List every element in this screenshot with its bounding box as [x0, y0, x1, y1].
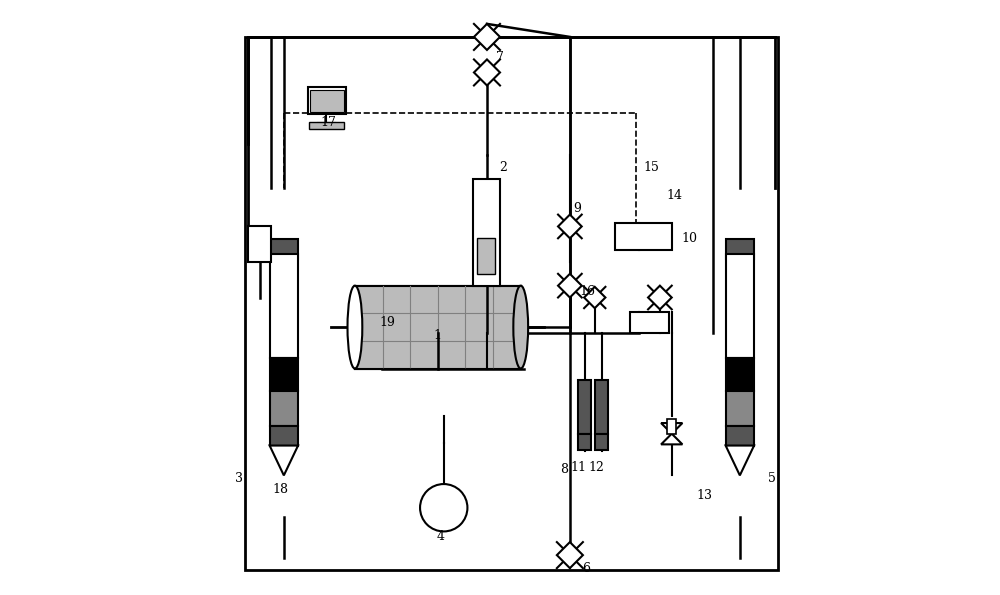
Text: 14: 14: [667, 189, 683, 202]
Bar: [270, 239, 298, 259]
Circle shape: [420, 484, 467, 531]
Text: 5: 5: [768, 472, 776, 485]
Bar: [270, 254, 298, 359]
Text: 9: 9: [573, 202, 581, 215]
Text: 2: 2: [499, 161, 507, 174]
Bar: [308, 87, 346, 114]
Polygon shape: [661, 423, 682, 434]
Text: 16: 16: [579, 285, 595, 298]
Text: 19: 19: [380, 316, 395, 329]
Bar: [615, 221, 692, 368]
Bar: [270, 425, 298, 446]
Bar: [355, 286, 521, 368]
Bar: [251, 452, 725, 558]
Text: 6: 6: [582, 562, 590, 575]
Text: 18: 18: [273, 483, 289, 496]
Ellipse shape: [513, 286, 528, 368]
Bar: [726, 239, 754, 259]
Text: 12: 12: [588, 461, 604, 474]
Bar: [248, 227, 271, 262]
Bar: [310, 90, 344, 111]
Text: 8: 8: [560, 463, 568, 476]
Polygon shape: [726, 446, 754, 475]
Ellipse shape: [348, 286, 362, 368]
Bar: [595, 380, 608, 434]
Polygon shape: [474, 24, 500, 50]
Bar: [309, 121, 344, 129]
Bar: [316, 79, 648, 505]
Bar: [556, 155, 710, 499]
Bar: [667, 419, 676, 434]
Bar: [270, 391, 298, 425]
Polygon shape: [557, 542, 583, 568]
Text: 3: 3: [235, 472, 243, 485]
Text: 7: 7: [496, 51, 504, 64]
Polygon shape: [270, 446, 298, 475]
Bar: [270, 359, 298, 391]
Polygon shape: [584, 287, 605, 308]
Polygon shape: [558, 274, 582, 298]
Text: 13: 13: [696, 490, 712, 502]
Bar: [578, 380, 591, 434]
Bar: [630, 312, 669, 333]
Bar: [473, 179, 500, 286]
Text: 4: 4: [437, 530, 445, 543]
Bar: [615, 224, 672, 250]
Polygon shape: [661, 434, 682, 444]
Bar: [322, 108, 630, 434]
Text: 17: 17: [320, 115, 336, 129]
Polygon shape: [474, 60, 500, 86]
Bar: [595, 434, 608, 450]
Bar: [477, 238, 495, 274]
Text: 10: 10: [682, 232, 698, 245]
Polygon shape: [648, 286, 672, 309]
Bar: [726, 425, 754, 446]
Polygon shape: [558, 215, 582, 238]
Text: 11: 11: [571, 461, 587, 474]
Bar: [726, 359, 754, 391]
Bar: [726, 391, 754, 425]
Bar: [578, 434, 591, 450]
Text: 1: 1: [434, 330, 442, 343]
Text: 15: 15: [643, 161, 659, 174]
Bar: [726, 254, 754, 359]
